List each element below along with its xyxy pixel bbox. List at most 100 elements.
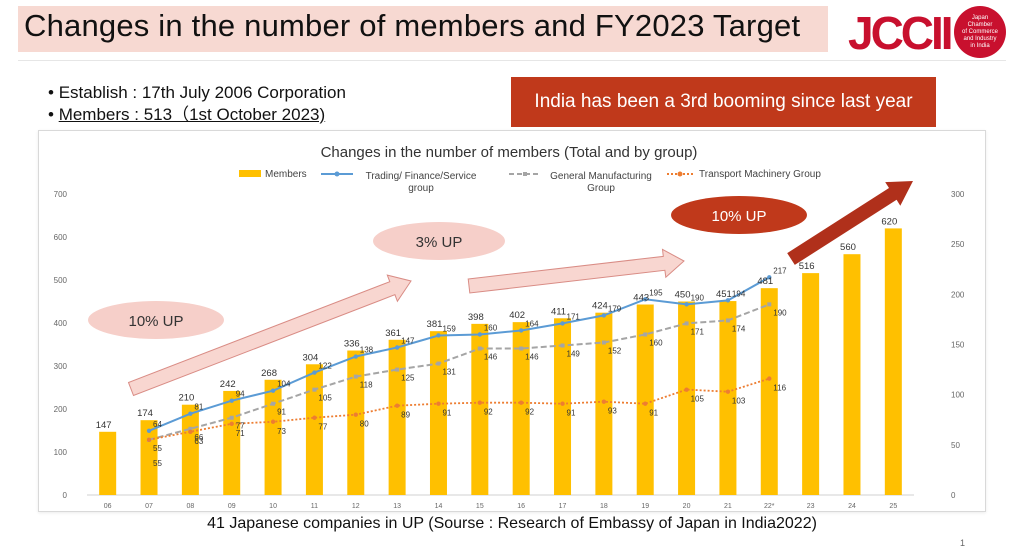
point-transport bbox=[188, 429, 193, 434]
data-label-transport: 71 bbox=[236, 429, 245, 438]
x-tick: 13 bbox=[393, 503, 401, 510]
x-tick: 15 bbox=[476, 503, 484, 510]
series-line-transport bbox=[148, 377, 770, 441]
chart-title: Changes in the number of members (Total … bbox=[321, 144, 698, 161]
point-transport bbox=[353, 412, 358, 417]
data-label-members: 402 bbox=[509, 310, 525, 321]
point-manufacturing bbox=[229, 415, 234, 420]
data-label-transport: 77 bbox=[318, 423, 327, 432]
data-label-manufacturing: 55 bbox=[153, 444, 162, 453]
point-trading bbox=[560, 321, 565, 326]
bar bbox=[760, 288, 778, 495]
data-label-manufacturing: 125 bbox=[401, 374, 415, 383]
callout-three-up bbox=[373, 222, 505, 260]
y-tick-right: 0 bbox=[951, 491, 956, 500]
banner: India has been a 3rd booming since last … bbox=[511, 77, 936, 127]
point-trading bbox=[312, 370, 317, 375]
data-label-transport: 73 bbox=[277, 427, 286, 436]
data-label-trading: 164 bbox=[525, 319, 539, 328]
data-label-members: 361 bbox=[385, 328, 401, 339]
bar bbox=[512, 322, 530, 495]
point-transport bbox=[601, 399, 607, 404]
data-label-manufacturing: 152 bbox=[608, 346, 622, 355]
data-label-transport: 103 bbox=[732, 397, 746, 406]
data-label-members: 411 bbox=[551, 306, 566, 317]
callout-text: 3% UP bbox=[416, 234, 463, 251]
point-transport bbox=[518, 400, 524, 405]
title-bar bbox=[18, 6, 828, 52]
trend-arrow-middle bbox=[467, 248, 685, 294]
y-tick-left: 600 bbox=[54, 233, 68, 242]
point-manufacturing bbox=[767, 302, 772, 307]
data-label-manufacturing: 146 bbox=[525, 353, 539, 362]
logo-seal: Japan Chamber of Commerce and Industry i… bbox=[954, 6, 1006, 58]
logo-text: JCCII bbox=[848, 7, 954, 59]
data-label-manufacturing: 77 bbox=[236, 422, 245, 431]
data-label-transport: 55 bbox=[153, 459, 162, 468]
point-manufacturing bbox=[684, 321, 689, 326]
point-trading bbox=[643, 297, 648, 302]
trend-arrow-right bbox=[787, 181, 913, 265]
x-tick: 06 bbox=[104, 503, 112, 510]
data-label-members: 242 bbox=[220, 379, 236, 390]
data-label-manufacturing: 160 bbox=[649, 338, 663, 347]
data-label-members: 174 bbox=[137, 408, 153, 419]
y-tick-left: 700 bbox=[54, 190, 68, 199]
point-transport bbox=[684, 387, 689, 392]
data-label-trading: 195 bbox=[649, 288, 663, 297]
x-tick: 22* bbox=[764, 503, 775, 510]
data-label-members: 336 bbox=[344, 339, 360, 350]
point-transport bbox=[560, 401, 565, 406]
bar bbox=[554, 318, 572, 495]
bar bbox=[264, 379, 282, 495]
bar bbox=[802, 273, 820, 495]
point-transport bbox=[312, 415, 317, 420]
data-label-trading: 190 bbox=[691, 293, 705, 302]
data-label-transport: 105 bbox=[691, 395, 705, 404]
data-label-trading: 138 bbox=[360, 346, 374, 355]
callout-text: 10% UP bbox=[711, 208, 766, 225]
point-trading bbox=[436, 333, 441, 338]
info-establish: • Establish : 17th July 2006 Corporation bbox=[48, 83, 346, 102]
legend-swatch-members bbox=[239, 170, 261, 177]
point-trading bbox=[353, 354, 358, 359]
legend-label: Members bbox=[265, 169, 307, 180]
x-tick: 11 bbox=[311, 503, 318, 510]
data-label-transport: 92 bbox=[525, 408, 534, 417]
data-label-trading: 147 bbox=[401, 337, 415, 346]
logo-sub-line: Japan bbox=[971, 14, 989, 21]
data-label-manufacturing: 105 bbox=[318, 394, 332, 403]
jccii-logo: JCCII Japan Chamber of Commerce and Indu… bbox=[846, 4, 1006, 62]
chart-panel: Changes in the number of members (Total … bbox=[38, 130, 986, 512]
data-label-members: 443 bbox=[633, 293, 649, 304]
x-tick: 25 bbox=[889, 503, 897, 510]
establish-text: Establish : 17th July 2006 Corporation bbox=[58, 83, 346, 102]
legend-label: Transport Machinery Group bbox=[699, 169, 821, 180]
point-transport bbox=[436, 401, 441, 406]
bar bbox=[223, 390, 241, 495]
bar bbox=[305, 364, 323, 495]
data-label-trading: 179 bbox=[608, 304, 622, 313]
legend-label: Trading/ Finance/Service bbox=[366, 171, 477, 182]
point-trading bbox=[601, 313, 607, 318]
bar bbox=[843, 254, 861, 495]
data-label-trading: 217 bbox=[773, 266, 787, 275]
point-manufacturing bbox=[271, 401, 276, 406]
point-trading bbox=[518, 328, 524, 333]
data-label-members: 424 bbox=[592, 301, 608, 312]
callout-ten-up-right bbox=[671, 196, 807, 234]
info-list: • Establish : 17th July 2006 Corporation… bbox=[48, 82, 346, 126]
callout-text: 10% UP bbox=[128, 313, 183, 330]
members-text: Members : 513（1st October 2023) bbox=[58, 105, 326, 124]
footnote: 41 Japanese companies in UP (Sourse : Re… bbox=[207, 515, 817, 532]
point-trading bbox=[684, 302, 689, 307]
data-label-members: 560 bbox=[840, 242, 856, 253]
legend-marker-transport bbox=[677, 171, 683, 177]
data-label-members: 304 bbox=[302, 352, 318, 363]
bar bbox=[719, 301, 737, 495]
y-tick-right: 200 bbox=[951, 290, 965, 299]
series-line-trading bbox=[148, 276, 770, 432]
data-label-manufacturing: 190 bbox=[773, 308, 787, 317]
bar bbox=[636, 304, 654, 495]
y-tick-right: 150 bbox=[951, 341, 965, 350]
